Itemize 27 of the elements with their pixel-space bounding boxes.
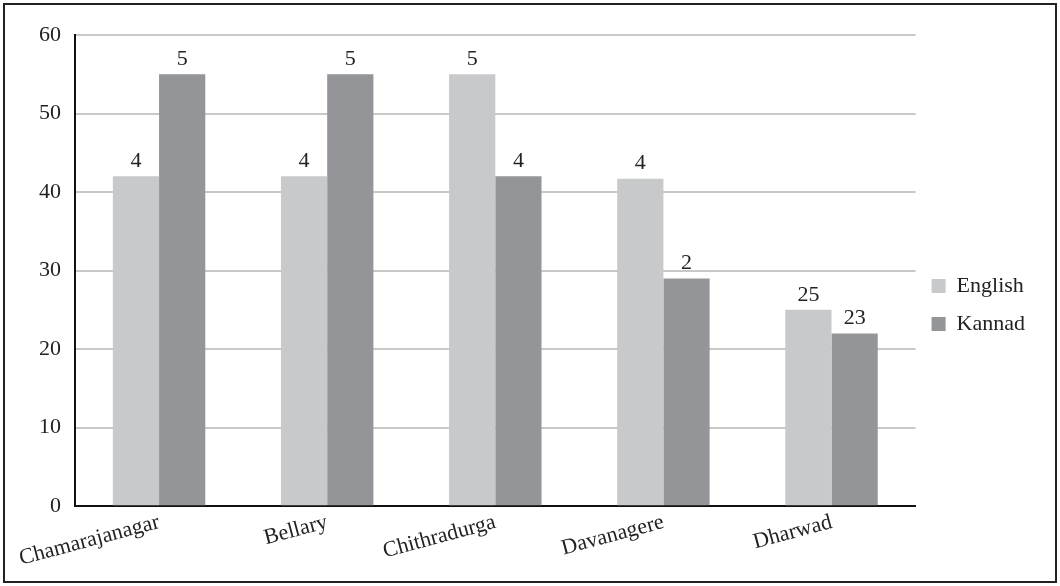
bar [159, 74, 206, 506]
x-tick-label: Dharwad [749, 508, 835, 554]
y-tick-label: 10 [39, 413, 61, 439]
bar [495, 176, 542, 506]
annotation: 4 [130, 147, 142, 173]
y-tick-label: 50 [39, 99, 61, 125]
annotation: 23 [843, 304, 866, 330]
x-tick-label: Bellary [260, 508, 330, 550]
legend-label: English [956, 271, 1024, 297]
annotation: 4 [634, 149, 646, 175]
y-tick-label: 20 [39, 334, 61, 360]
bar [327, 74, 374, 506]
legend-label: Kannad [956, 309, 1025, 335]
annotation: 4 [512, 147, 524, 173]
bar [663, 278, 710, 506]
bar [831, 333, 878, 506]
y-tick-label: 60 [39, 20, 61, 46]
y-tick-label: 30 [39, 256, 61, 282]
annotation: 5 [176, 45, 188, 71]
annotation: 2 [681, 249, 693, 275]
y-tick-label: 0 [50, 491, 61, 517]
annotation: 25 [797, 280, 820, 306]
y-tick-label: 40 [39, 177, 61, 203]
annotation: 5 [466, 45, 478, 71]
x-tick-label: Davanagere [558, 508, 667, 560]
annotation: 5 [344, 45, 356, 71]
annotation: 4 [298, 147, 310, 173]
